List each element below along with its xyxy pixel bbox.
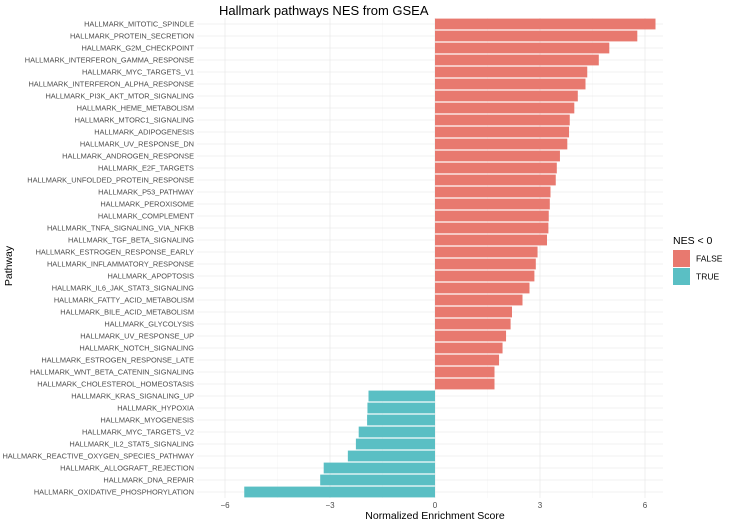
pathway-label: HALLMARK_PI3K_AKT_MTOR_SIGNALING — [45, 92, 194, 101]
legend-key-true — [673, 268, 690, 285]
pathway-label: HALLMARK_CHOLESTEROL_HOMEOSTASIS — [37, 380, 194, 389]
bar-hallmark-mtorc1-signaling — [435, 114, 570, 126]
bar-hallmark-adipogenesis — [435, 126, 570, 138]
bar-hallmark-bile-acid-metabolism — [435, 306, 512, 318]
bar-hallmark-glycolysis — [435, 318, 511, 330]
pathway-label: HALLMARK_UNFOLDED_PROTEIN_RESPONSE — [27, 176, 194, 185]
pathway-label: HALLMARK_COMPLEMENT — [98, 212, 195, 221]
bar-hallmark-il2-stat5-signaling — [355, 438, 435, 450]
bar-hallmark-p53-pathway — [435, 186, 551, 198]
x-tick-label: 0 — [433, 501, 438, 510]
x-tick-label: −3 — [325, 501, 335, 510]
pathway-label: HALLMARK_MTORC1_SIGNALING — [75, 116, 195, 125]
bar-hallmark-pi3k-akt-mtor-signaling — [435, 90, 578, 102]
pathway-label: HALLMARK_UV_RESPONSE_UP — [80, 332, 194, 341]
pathway-label: HALLMARK_MITOTIC_SPINDLE — [84, 20, 194, 29]
bar-hallmark-estrogen-response-late — [435, 354, 500, 366]
pathway-label: HALLMARK_G2M_CHECKPOINT — [81, 44, 194, 53]
pathway-label: HALLMARK_TGF_BETA_SIGNALING — [68, 236, 194, 245]
bar-hallmark-tgf-beta-signaling — [435, 234, 547, 246]
pathway-label: HALLMARK_KRAS_SIGNALING_UP — [71, 392, 194, 401]
pathway-label: HALLMARK_ESTROGEN_RESPONSE_LATE — [41, 356, 194, 365]
bar-hallmark-myogenesis — [367, 414, 435, 426]
x-tick-label: 6 — [643, 501, 648, 510]
pathway-label: HALLMARK_HYPOXIA — [117, 404, 194, 413]
bar-hallmark-reactive-oxygen-species-pathway — [347, 450, 435, 462]
bar-hallmark-mitotic-spindle — [435, 18, 656, 30]
legend-label-false: FALSE — [696, 254, 723, 264]
pathway-label: HALLMARK_E2F_TARGETS — [98, 164, 194, 173]
pathway-label: HALLMARK_DNA_REPAIR — [103, 476, 194, 485]
pathway-label: HALLMARK_OXIDATIVE_PHOSPHORYLATION — [34, 488, 194, 497]
pathway-label: HALLMARK_GLYCOLYSIS — [104, 320, 194, 329]
pathway-label: HALLMARK_PEROXISOME — [100, 200, 194, 209]
bars — [244, 18, 656, 498]
bar-hallmark-tnfa-signaling-via-nfkb — [435, 222, 549, 234]
bar-hallmark-estrogen-response-early — [435, 246, 538, 258]
pathway-label: HALLMARK_INTERFERON_GAMMA_RESPONSE — [25, 56, 194, 65]
bar-hallmark-heme-metabolism — [435, 102, 575, 114]
pathway-label: HALLMARK_TNFA_SIGNALING_VIA_NFKB — [47, 224, 194, 233]
pathway-label: HALLMARK_REACTIVE_OXYGEN_SPECIES_PATHWAY — [2, 452, 194, 461]
pathway-label: HALLMARK_ANDROGEN_RESPONSE — [62, 152, 194, 161]
pathway-label: HALLMARK_MYC_TARGETS_V1 — [82, 68, 194, 77]
y-axis-label: Pathway — [3, 245, 15, 286]
bar-hallmark-il6-jak-stat3-signaling — [435, 282, 530, 294]
bar-hallmark-hypoxia — [367, 402, 435, 414]
pathway-label: HALLMARK_BILE_ACID_METABOLISM — [60, 308, 194, 317]
x-axis-label: Normalized Enrichment Score — [365, 510, 505, 522]
pathway-label: HALLMARK_IL2_STAT5_SIGNALING — [69, 440, 194, 449]
bar-hallmark-oxidative-phosphorylation — [244, 486, 435, 498]
pathway-label: HALLMARK_IL6_JAK_STAT3_SIGNALING — [52, 284, 195, 293]
pathway-label: HALLMARK_UV_RESPONSE_DN — [80, 140, 194, 149]
bar-hallmark-androgen-response — [435, 150, 560, 162]
bar-hallmark-peroxisome — [435, 198, 550, 210]
bar-hallmark-complement — [435, 210, 549, 222]
chart-title: Hallmark pathways NES from GSEA — [219, 3, 429, 18]
gridlines — [197, 18, 663, 498]
bar-hallmark-apoptosis — [435, 270, 535, 282]
x-tick-label: 3 — [538, 501, 543, 510]
pathway-label: HALLMARK_FATTY_ACID_METABOLISM — [54, 296, 194, 305]
bar-hallmark-interferon-gamma-response — [435, 54, 599, 66]
bar-hallmark-e2f-targets — [435, 162, 557, 174]
bar-hallmark-uv-response-dn — [435, 138, 568, 150]
pathway-label: HALLMARK_ADIPOGENESIS — [94, 128, 194, 137]
bar-hallmark-allograft-rejection — [323, 462, 435, 474]
pathway-label: HALLMARK_P53_PATHWAY — [98, 188, 194, 197]
bar-hallmark-wnt-beta-catenin-signaling — [435, 366, 495, 378]
bar-hallmark-myc-targets-v1 — [435, 66, 588, 78]
pathway-label: HALLMARK_ALLOGRAFT_REJECTION — [60, 464, 194, 473]
pathway-label: HALLMARK_NOTCH_SIGNALING — [79, 344, 194, 353]
legend-key-false — [673, 250, 690, 267]
bar-hallmark-inflammatory-response — [435, 258, 536, 270]
pathway-label: HALLMARK_INFLAMMATORY_RESPONSE — [47, 260, 194, 269]
bar-hallmark-notch-signaling — [435, 342, 503, 354]
pathway-label: HALLMARK_WNT_BETA_CATENIN_SIGNALING — [30, 368, 194, 377]
bar-hallmark-dna-repair — [320, 474, 435, 486]
bar-hallmark-uv-response-up — [435, 330, 507, 342]
pathway-label: HALLMARK_ESTROGEN_RESPONSE_EARLY — [36, 248, 194, 257]
bar-hallmark-fatty-acid-metabolism — [435, 294, 523, 306]
bar-hallmark-cholesterol-homeostasis — [435, 378, 495, 390]
bar-hallmark-myc-targets-v2 — [358, 426, 435, 438]
bar-hallmark-interferon-alpha-response — [435, 78, 586, 90]
legend-title: NES < 0 — [673, 235, 713, 247]
legend-label-true: TRUE — [696, 272, 719, 282]
pathway-label: HALLMARK_MYOGENESIS — [100, 416, 194, 425]
legend: NES < 0 FALSE TRUE — [673, 235, 723, 285]
x-tick-labels: −6 −3 0 3 6 — [220, 501, 647, 510]
bar-hallmark-kras-signaling-up — [368, 390, 435, 402]
bar-hallmark-protein-secretion — [435, 30, 638, 42]
bar-hallmark-unfolded-protein-response — [435, 174, 556, 186]
pathway-label: HALLMARK_MYC_TARGETS_V2 — [82, 428, 194, 437]
bar-hallmark-g2m-checkpoint — [435, 42, 610, 54]
pathway-label: HALLMARK_INTERFERON_ALPHA_RESPONSE — [28, 80, 194, 89]
pathway-label: HALLMARK_PROTEIN_SECRETION — [70, 32, 194, 41]
pathway-label: HALLMARK_HEME_METABOLISM — [77, 104, 194, 113]
pathway-labels: HALLMARK_MITOTIC_SPINDLE HALLMARK_PROTEIN… — [2, 20, 194, 497]
pathway-label: HALLMARK_APOPTOSIS — [107, 272, 194, 281]
x-tick-label: −6 — [220, 501, 230, 510]
